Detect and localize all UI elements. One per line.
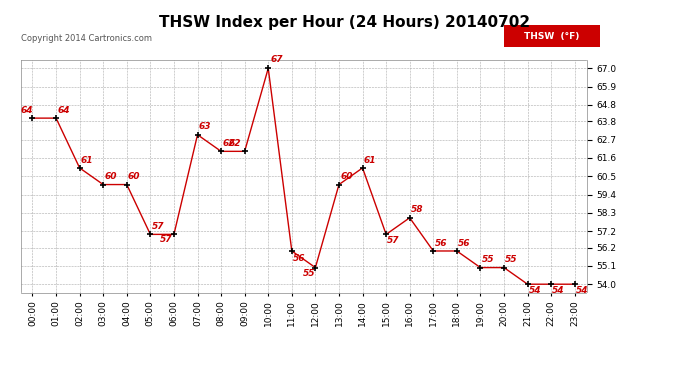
Text: 54: 54 [552,286,565,295]
Text: 67: 67 [270,55,283,64]
Text: 64: 64 [57,106,70,115]
Text: 61: 61 [81,156,93,165]
Text: 56: 56 [458,238,471,248]
Text: 57: 57 [387,236,400,245]
Text: 57: 57 [160,236,172,244]
Text: 60: 60 [340,172,353,181]
Text: 60: 60 [104,172,117,181]
Text: 56: 56 [293,254,306,262]
Text: 55: 55 [302,269,315,278]
Text: 61: 61 [364,156,376,165]
Text: 54: 54 [529,286,541,295]
Text: 62: 62 [228,139,241,148]
Text: 55: 55 [482,255,494,264]
Text: 55: 55 [505,255,518,264]
Text: 60: 60 [128,172,141,181]
Text: 54: 54 [576,286,589,295]
Text: Copyright 2014 Cartronics.com: Copyright 2014 Cartronics.com [21,34,152,43]
Text: 63: 63 [199,122,211,131]
Text: THSW  (°F): THSW (°F) [524,32,580,40]
Text: THSW Index per Hour (24 Hours) 20140702: THSW Index per Hour (24 Hours) 20140702 [159,15,531,30]
Text: 57: 57 [152,222,164,231]
Text: 58: 58 [411,206,424,214]
Text: 62: 62 [222,139,235,148]
Text: 64: 64 [21,106,33,115]
Text: 56: 56 [435,238,447,248]
